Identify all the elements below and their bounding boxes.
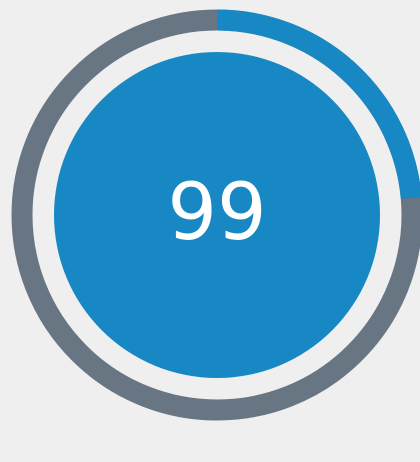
progress-arc [216, 9, 420, 199]
timer-face [54, 52, 380, 378]
timer-value: 99 [167, 168, 266, 258]
